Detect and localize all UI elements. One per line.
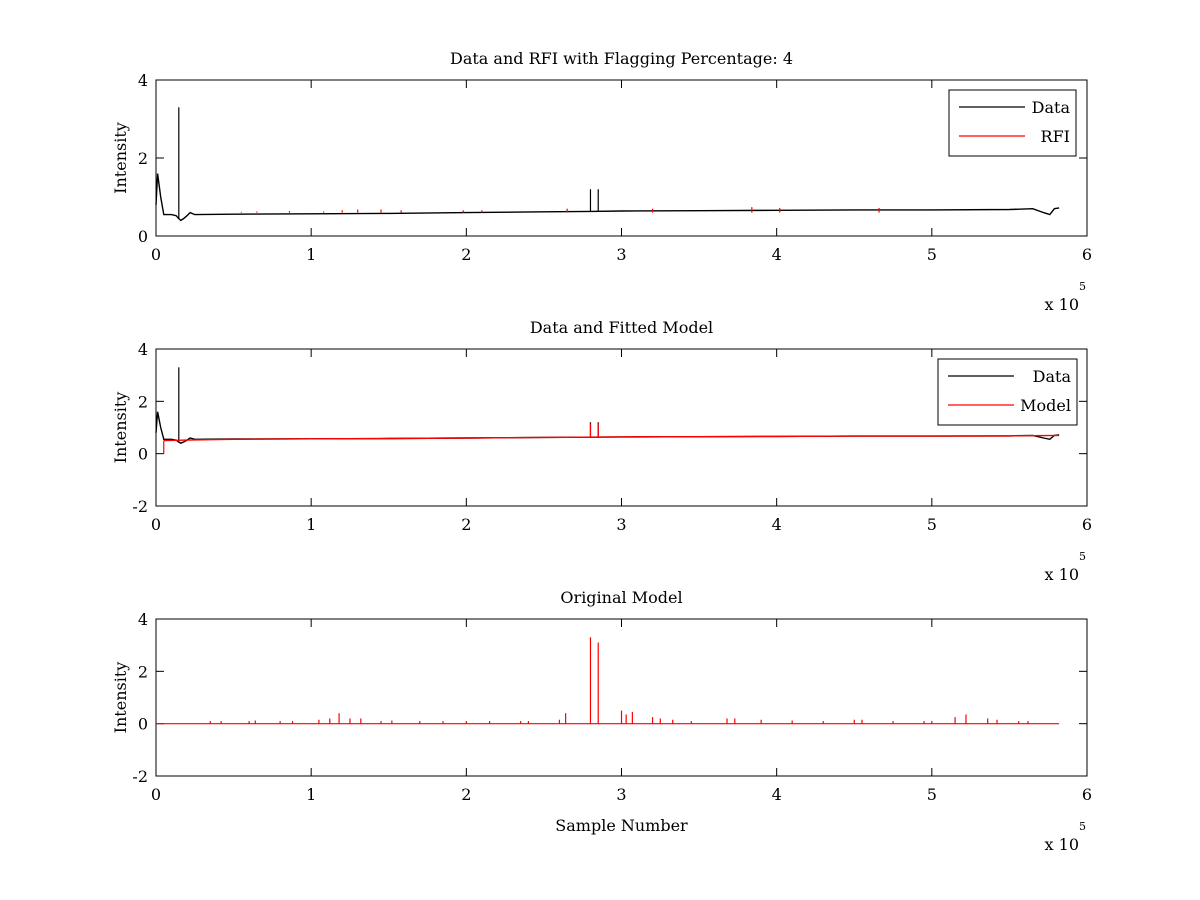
x-tick-label: 4	[772, 245, 782, 264]
plot-area	[155, 618, 1088, 777]
legend: Data RFI	[948, 89, 1077, 157]
x-tick-label: 4	[772, 515, 782, 534]
y-tick-label: 0	[138, 227, 148, 246]
series-model	[163, 423, 1060, 454]
x-multiplier-exponent: 5	[1079, 820, 1086, 833]
chart-title: Data and Fitted Model	[530, 318, 713, 337]
chart-title: Data and RFI with Flagging Percentage: 4	[450, 49, 793, 68]
x-tick-label: 0	[151, 785, 161, 804]
series-data	[155, 107, 1060, 222]
plot-area	[155, 348, 1088, 507]
x-multiplier-base: x 10	[1045, 565, 1079, 584]
x-tick-label: 6	[1082, 785, 1092, 804]
x-multiplier-exponent: 5	[1079, 550, 1086, 563]
x-tick-label: 2	[461, 245, 471, 264]
x-multiplier: x 105	[1045, 280, 1086, 314]
x-multiplier-base: x 10	[1045, 295, 1079, 314]
series-rfi	[240, 207, 880, 213]
x-tick-label: 6	[1082, 245, 1092, 264]
x-tick-label: 5	[927, 515, 937, 534]
x-axis-label: Sample Number	[555, 816, 688, 835]
x-tick-label: 3	[616, 245, 626, 264]
x-tick-label: 1	[306, 785, 316, 804]
legend-label: Model	[1020, 396, 1071, 415]
y-tick-label: 4	[138, 610, 148, 629]
x-tick-label: 6	[1082, 515, 1092, 534]
x-tick-label: 3	[616, 515, 626, 534]
y-tick-label: 0	[138, 715, 148, 734]
y-tick-label: 2	[138, 392, 148, 411]
y-tick-label: 2	[138, 662, 148, 681]
y-tick-label: -2	[132, 497, 148, 516]
x-multiplier: x 105	[1045, 550, 1086, 584]
series-model	[156, 637, 1060, 725]
x-tick-label: 0	[151, 515, 161, 534]
x-tick-label: 2	[461, 785, 471, 804]
plot-area	[155, 79, 1088, 237]
x-tick-label: 0	[151, 245, 161, 264]
x-tick-label: 5	[927, 785, 937, 804]
series-line	[163, 434, 1060, 442]
legend-label: RFI	[1041, 127, 1070, 146]
x-tick-label: 1	[306, 515, 316, 534]
y-axis-label: Intensity	[111, 392, 130, 464]
x-tick-label: 4	[772, 785, 782, 804]
x-tick-label: 3	[616, 785, 626, 804]
legend-box	[937, 358, 1078, 426]
x-tick-label: 2	[461, 515, 471, 534]
y-tick-label: 2	[138, 149, 148, 168]
x-tick-label: 5	[927, 245, 937, 264]
y-tick-label: 0	[138, 445, 148, 464]
y-tick-label: 4	[138, 71, 148, 90]
legend-label: Data	[1032, 98, 1071, 117]
legend: Data Model	[937, 358, 1078, 426]
x-tick-label: 1	[306, 245, 316, 264]
x-multiplier-exponent: 5	[1079, 280, 1086, 293]
y-axis-label: Intensity	[111, 662, 130, 734]
y-axis-label: Intensity	[111, 122, 130, 194]
chart-title: Original Model	[560, 588, 682, 607]
x-multiplier: x 105	[1045, 820, 1086, 854]
x-multiplier-base: x 10	[1045, 835, 1079, 854]
y-tick-label: 4	[138, 340, 148, 359]
legend-label: Data	[1033, 367, 1072, 386]
y-tick-label: -2	[132, 767, 148, 786]
series-line	[155, 173, 1060, 222]
legend-box	[948, 89, 1077, 157]
